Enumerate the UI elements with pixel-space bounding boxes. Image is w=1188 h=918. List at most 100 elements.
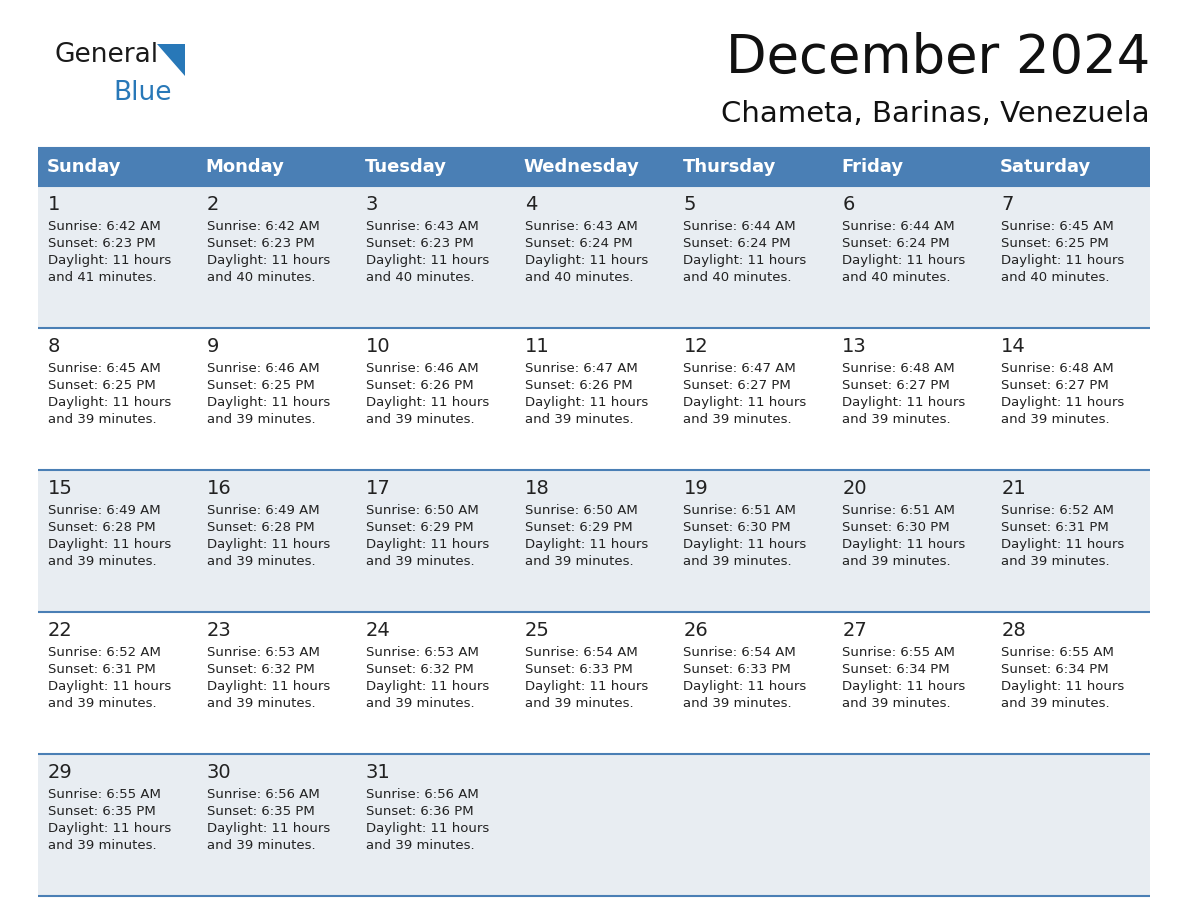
Text: and 40 minutes.: and 40 minutes. <box>842 271 950 284</box>
Text: Sunset: 6:31 PM: Sunset: 6:31 PM <box>1001 521 1108 534</box>
Bar <box>674 754 833 896</box>
Text: December 2024: December 2024 <box>726 32 1150 84</box>
Bar <box>833 470 991 612</box>
Text: Sunset: 6:23 PM: Sunset: 6:23 PM <box>207 237 315 250</box>
Text: Sunset: 6:32 PM: Sunset: 6:32 PM <box>366 663 474 676</box>
Text: and 40 minutes.: and 40 minutes. <box>207 271 315 284</box>
Text: Sunset: 6:30 PM: Sunset: 6:30 PM <box>842 521 950 534</box>
Text: 8: 8 <box>48 337 61 356</box>
Text: Monday: Monday <box>206 158 285 176</box>
Text: 25: 25 <box>525 621 549 640</box>
Text: Sunset: 6:25 PM: Sunset: 6:25 PM <box>1001 237 1108 250</box>
Text: 28: 28 <box>1001 621 1026 640</box>
Text: and 39 minutes.: and 39 minutes. <box>683 413 792 426</box>
Text: 14: 14 <box>1001 337 1026 356</box>
Text: 31: 31 <box>366 763 391 782</box>
Text: and 39 minutes.: and 39 minutes. <box>48 413 157 426</box>
Text: and 39 minutes.: and 39 minutes. <box>366 555 474 568</box>
Bar <box>674 328 833 470</box>
Text: Sunrise: 6:43 AM: Sunrise: 6:43 AM <box>366 220 479 233</box>
Text: and 39 minutes.: and 39 minutes. <box>48 839 157 852</box>
Bar <box>197 470 355 612</box>
Text: 29: 29 <box>48 763 72 782</box>
Text: Daylight: 11 hours: Daylight: 11 hours <box>683 396 807 409</box>
Text: and 40 minutes.: and 40 minutes. <box>1001 271 1110 284</box>
Text: Sunrise: 6:44 AM: Sunrise: 6:44 AM <box>842 220 955 233</box>
Bar <box>514 470 674 612</box>
Text: Tuesday: Tuesday <box>365 158 447 176</box>
Bar <box>991 754 1150 896</box>
Text: Saturday: Saturday <box>1000 158 1092 176</box>
Text: and 39 minutes.: and 39 minutes. <box>366 839 474 852</box>
Text: and 39 minutes.: and 39 minutes. <box>1001 555 1110 568</box>
Text: 19: 19 <box>683 479 708 498</box>
Text: Daylight: 11 hours: Daylight: 11 hours <box>1001 254 1124 267</box>
Text: General: General <box>55 42 159 68</box>
Bar <box>355 612 514 754</box>
Bar <box>674 470 833 612</box>
Text: Daylight: 11 hours: Daylight: 11 hours <box>1001 680 1124 693</box>
Text: Sunset: 6:35 PM: Sunset: 6:35 PM <box>48 805 156 818</box>
Text: and 39 minutes.: and 39 minutes. <box>525 555 633 568</box>
Text: and 39 minutes.: and 39 minutes. <box>207 697 316 710</box>
Text: Sunrise: 6:45 AM: Sunrise: 6:45 AM <box>48 362 160 375</box>
Text: 10: 10 <box>366 337 391 356</box>
Text: 3: 3 <box>366 195 378 214</box>
Text: Sunrise: 6:54 AM: Sunrise: 6:54 AM <box>683 646 796 659</box>
Bar <box>674 612 833 754</box>
Bar <box>38 186 197 328</box>
Text: 16: 16 <box>207 479 232 498</box>
Text: Sunset: 6:23 PM: Sunset: 6:23 PM <box>366 237 474 250</box>
Text: 18: 18 <box>525 479 549 498</box>
Text: Sunset: 6:33 PM: Sunset: 6:33 PM <box>525 663 632 676</box>
Text: 6: 6 <box>842 195 854 214</box>
Text: Sunset: 6:34 PM: Sunset: 6:34 PM <box>1001 663 1108 676</box>
Text: Daylight: 11 hours: Daylight: 11 hours <box>842 538 966 551</box>
Text: Daylight: 11 hours: Daylight: 11 hours <box>525 680 647 693</box>
Text: Sunrise: 6:42 AM: Sunrise: 6:42 AM <box>207 220 320 233</box>
Text: Sunrise: 6:46 AM: Sunrise: 6:46 AM <box>366 362 479 375</box>
Text: 17: 17 <box>366 479 391 498</box>
Text: Daylight: 11 hours: Daylight: 11 hours <box>207 538 330 551</box>
Text: Sunrise: 6:50 AM: Sunrise: 6:50 AM <box>366 504 479 517</box>
Text: Sunrise: 6:52 AM: Sunrise: 6:52 AM <box>1001 504 1114 517</box>
Text: Sunrise: 6:45 AM: Sunrise: 6:45 AM <box>1001 220 1114 233</box>
Text: 5: 5 <box>683 195 696 214</box>
Text: 30: 30 <box>207 763 232 782</box>
Text: 4: 4 <box>525 195 537 214</box>
Text: Sunset: 6:32 PM: Sunset: 6:32 PM <box>207 663 315 676</box>
Text: and 39 minutes.: and 39 minutes. <box>366 413 474 426</box>
Text: Sunset: 6:30 PM: Sunset: 6:30 PM <box>683 521 791 534</box>
Text: Sunrise: 6:44 AM: Sunrise: 6:44 AM <box>683 220 796 233</box>
Text: Sunset: 6:27 PM: Sunset: 6:27 PM <box>1001 379 1108 392</box>
Text: and 39 minutes.: and 39 minutes. <box>48 555 157 568</box>
Text: Sunrise: 6:48 AM: Sunrise: 6:48 AM <box>1001 362 1114 375</box>
Text: Daylight: 11 hours: Daylight: 11 hours <box>366 822 489 835</box>
Text: Sunrise: 6:50 AM: Sunrise: 6:50 AM <box>525 504 637 517</box>
Text: and 40 minutes.: and 40 minutes. <box>683 271 792 284</box>
Text: Daylight: 11 hours: Daylight: 11 hours <box>525 538 647 551</box>
Bar <box>514 328 674 470</box>
Text: Daylight: 11 hours: Daylight: 11 hours <box>1001 396 1124 409</box>
Text: Daylight: 11 hours: Daylight: 11 hours <box>1001 538 1124 551</box>
Text: Sunrise: 6:51 AM: Sunrise: 6:51 AM <box>842 504 955 517</box>
Text: Daylight: 11 hours: Daylight: 11 hours <box>842 396 966 409</box>
Text: and 39 minutes.: and 39 minutes. <box>525 697 633 710</box>
Text: Sunrise: 6:47 AM: Sunrise: 6:47 AM <box>683 362 796 375</box>
Bar <box>197 754 355 896</box>
Text: and 39 minutes.: and 39 minutes. <box>366 697 474 710</box>
Bar <box>38 612 197 754</box>
Bar <box>991 328 1150 470</box>
Text: 27: 27 <box>842 621 867 640</box>
Text: Daylight: 11 hours: Daylight: 11 hours <box>683 538 807 551</box>
Bar <box>355 328 514 470</box>
Text: Daylight: 11 hours: Daylight: 11 hours <box>842 680 966 693</box>
Text: Daylight: 11 hours: Daylight: 11 hours <box>48 822 171 835</box>
Text: and 40 minutes.: and 40 minutes. <box>525 271 633 284</box>
Text: Sunset: 6:28 PM: Sunset: 6:28 PM <box>207 521 315 534</box>
Text: Sunset: 6:36 PM: Sunset: 6:36 PM <box>366 805 473 818</box>
Bar <box>833 148 991 186</box>
Text: 21: 21 <box>1001 479 1026 498</box>
Text: and 39 minutes.: and 39 minutes. <box>1001 697 1110 710</box>
Text: Sunrise: 6:54 AM: Sunrise: 6:54 AM <box>525 646 637 659</box>
